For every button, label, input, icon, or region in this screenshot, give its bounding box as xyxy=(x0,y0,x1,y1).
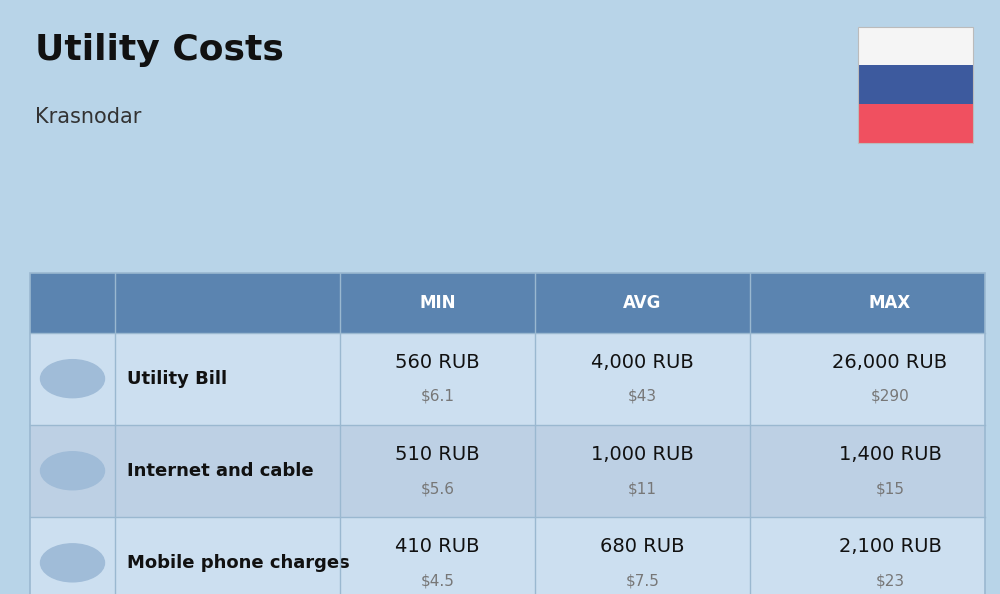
Circle shape xyxy=(41,544,105,582)
Text: Krasnodar: Krasnodar xyxy=(35,107,141,127)
Text: Mobile phone charges: Mobile phone charges xyxy=(127,554,350,572)
Text: MAX: MAX xyxy=(869,294,911,312)
Text: Utility Costs: Utility Costs xyxy=(35,33,284,67)
Text: $6.1: $6.1 xyxy=(420,389,454,404)
FancyBboxPatch shape xyxy=(30,517,985,594)
FancyBboxPatch shape xyxy=(30,425,985,517)
Text: AVG: AVG xyxy=(623,294,662,312)
Text: 680 RUB: 680 RUB xyxy=(600,537,685,555)
Text: 1,400 RUB: 1,400 RUB xyxy=(839,445,941,463)
Text: $7.5: $7.5 xyxy=(626,573,659,588)
Text: $5.6: $5.6 xyxy=(420,481,454,496)
Text: Internet and cable: Internet and cable xyxy=(127,462,314,480)
Text: 410 RUB: 410 RUB xyxy=(395,537,480,555)
Circle shape xyxy=(41,451,105,489)
FancyBboxPatch shape xyxy=(30,273,985,333)
Text: Utility Bill: Utility Bill xyxy=(127,369,227,388)
Text: $11: $11 xyxy=(628,481,657,496)
FancyBboxPatch shape xyxy=(30,333,985,425)
FancyBboxPatch shape xyxy=(858,27,973,65)
Text: 26,000 RUB: 26,000 RUB xyxy=(832,353,948,371)
Text: $290: $290 xyxy=(871,389,909,404)
Text: $43: $43 xyxy=(628,389,657,404)
Text: 1,000 RUB: 1,000 RUB xyxy=(591,445,694,463)
Text: 510 RUB: 510 RUB xyxy=(395,445,480,463)
FancyBboxPatch shape xyxy=(858,65,973,104)
Circle shape xyxy=(41,359,105,398)
Text: $23: $23 xyxy=(875,573,905,588)
Text: 2,100 RUB: 2,100 RUB xyxy=(839,537,941,555)
Text: $4.5: $4.5 xyxy=(421,573,454,588)
Text: $15: $15 xyxy=(876,481,904,496)
FancyBboxPatch shape xyxy=(858,104,973,143)
Text: MIN: MIN xyxy=(419,294,456,312)
Text: 560 RUB: 560 RUB xyxy=(395,353,480,371)
Text: 4,000 RUB: 4,000 RUB xyxy=(591,353,694,371)
